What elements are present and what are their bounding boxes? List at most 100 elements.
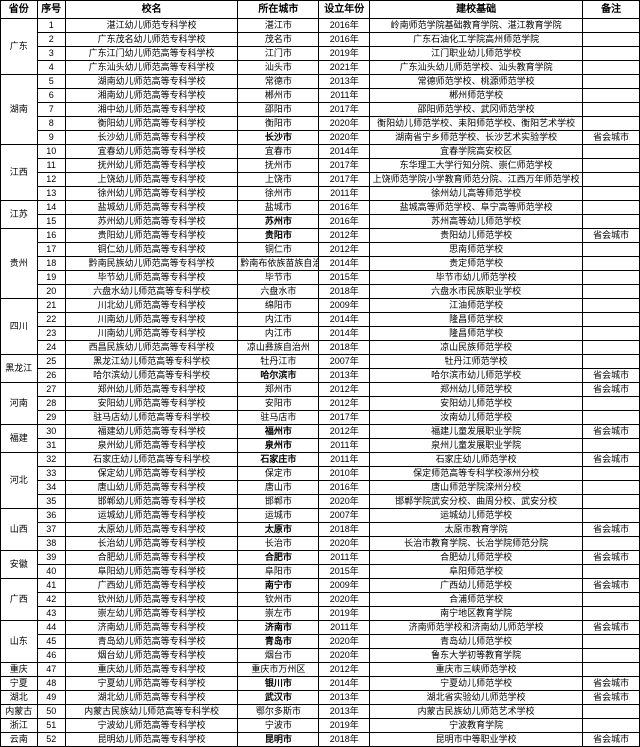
cell-province: 四川 [1, 299, 38, 355]
cell-name: 铜仁幼儿师范高等专科学校 [65, 243, 237, 257]
cell-basis: 运城幼儿师范学校 [370, 509, 583, 523]
cell-seq: 48 [37, 677, 65, 691]
cell-name: 宁夏幼儿师范高等专科学校 [65, 677, 237, 691]
cell-note [583, 495, 640, 509]
cell-basis: 宁夏幼儿师范学校 [370, 677, 583, 691]
cell-seq: 35 [37, 495, 65, 509]
cell-year: 2012年 [319, 229, 370, 243]
cell-name: 上饶幼儿师范高等专科学校 [65, 173, 237, 187]
cell-name: 合肥幼儿师范高等专科学校 [65, 551, 237, 565]
cell-basis: 哈尔滨市幼儿师范学校 [370, 369, 583, 383]
table-row: 7湘中幼儿师范高等专科学校邵阳市2017年邵阳师范学校、武冈师范学校 [1, 103, 640, 117]
cell-basis: 邯郸学院武安分校、曲周分校、武安分校 [370, 495, 583, 509]
cell-name: 崇左幼儿师范高等专科学校 [65, 607, 237, 621]
table-row: 广东1湛江幼儿师范专科学校湛江市2016年岭南师范学院基础教育学院、湛江教育学院 [1, 19, 640, 33]
cell-seq: 43 [37, 607, 65, 621]
cell-city: 郑州市 [238, 383, 319, 397]
cell-city: 长治市 [238, 537, 319, 551]
cell-basis: 青岛幼儿师范学校 [370, 635, 583, 649]
cell-name: 石家庄幼儿师范高等专科学校 [65, 453, 237, 467]
col-name: 校名 [65, 1, 237, 19]
cell-note: 省会城市 [583, 733, 640, 747]
cell-note: 省会城市 [583, 453, 640, 467]
cell-basis: 毕节市幼儿师范学校 [370, 271, 583, 285]
table-row: 29驻马店幼儿师范高等专科学校驻马店市2017年汝南幼儿师范学校 [1, 411, 640, 425]
cell-province: 黑龙江 [1, 355, 38, 383]
cell-name: 运城幼儿师范高等专科学校 [65, 509, 237, 523]
cell-year: 2020年 [319, 537, 370, 551]
cell-city: 衡阳市 [238, 117, 319, 131]
table-row: 福建30福建幼儿师范高等专科学校福州市2012年福建儿童发展职业学院省会城市 [1, 425, 640, 439]
cell-year: 2017年 [319, 159, 370, 173]
cell-year: 2012年 [319, 397, 370, 411]
cell-basis: 安阳幼儿师范学校 [370, 397, 583, 411]
cell-city: 太原市 [238, 523, 319, 537]
cell-note [583, 397, 640, 411]
cell-province: 贵州 [1, 229, 38, 299]
cell-name: 长治幼儿师范高等专科学校 [65, 537, 237, 551]
cell-note [583, 173, 640, 187]
cell-year: 2017年 [319, 411, 370, 425]
cell-year: 2012年 [319, 243, 370, 257]
cell-seq: 30 [37, 425, 65, 439]
cell-basis: 邵阳师范学校、武冈师范学校 [370, 103, 583, 117]
cell-note: 省会城市 [583, 229, 640, 243]
cell-city: 合肥市 [238, 551, 319, 565]
table-row: 15苏州幼儿师范高等专科学校苏州市2016年苏州高等幼儿师范学校 [1, 215, 640, 229]
cell-city: 毕节市 [238, 271, 319, 285]
cell-name: 阜阳幼儿师范高等专科学校 [65, 565, 237, 579]
cell-basis: 凉山民族师范学校 [370, 341, 583, 355]
cell-city: 郴州市 [238, 89, 319, 103]
cell-note [583, 411, 640, 425]
col-basis: 建校基础 [370, 1, 583, 19]
cell-name: 昆明幼儿师范高等专科学校 [65, 733, 237, 747]
cell-year: 2011年 [319, 551, 370, 565]
table-row: 四川21川北幼儿师范高等专科学校绵阳市2009年江油师范学校 [1, 299, 640, 313]
cell-basis: 宁波教育学院 [370, 719, 583, 733]
cell-year: 2011年 [319, 621, 370, 635]
table-row: 38长治幼儿师范高等专科学校长治市2020年长治市教育学院、长治学院师范分院 [1, 537, 640, 551]
cell-seq: 18 [37, 257, 65, 271]
cell-city: 福州市 [238, 425, 319, 439]
cell-name: 保定幼儿师范高等专科学校 [65, 467, 237, 481]
cell-seq: 3 [37, 47, 65, 61]
cell-seq: 5 [37, 75, 65, 89]
cell-name: 衡阳幼儿师范高等专科学校 [65, 117, 237, 131]
cell-name: 钦州幼儿师范高等专科学校 [65, 593, 237, 607]
cell-note [583, 663, 640, 677]
table-row: 湖北49湖北幼儿师范高等专科学校武汉市2013年湖北省实验幼儿师范学校省会城市 [1, 691, 640, 705]
cell-year: 2007年 [319, 355, 370, 369]
table-row: 43崇左幼儿师范高等专科学校崇左市2019年南宁地区教育学院 [1, 607, 640, 621]
cell-year: 2013年 [319, 75, 370, 89]
cell-seq: 29 [37, 411, 65, 425]
cell-city: 盐城市 [238, 201, 319, 215]
cell-year: 2014年 [319, 145, 370, 159]
cell-city: 内江市 [238, 327, 319, 341]
cell-province: 安徽 [1, 551, 38, 579]
cell-note: 省会城市 [583, 383, 640, 397]
cell-basis: 六盘水市民族职业学校 [370, 285, 583, 299]
cell-province: 广西 [1, 579, 38, 621]
cell-note [583, 271, 640, 285]
cell-name: 西昌民族幼儿师范高等专科学校 [65, 341, 237, 355]
cell-year: 2013年 [319, 705, 370, 719]
cell-year: 2019年 [319, 47, 370, 61]
cell-seq: 39 [37, 551, 65, 565]
cell-note [583, 103, 640, 117]
cell-year: 2014年 [319, 257, 370, 271]
cell-note [583, 327, 640, 341]
cell-name: 湖南幼儿师范高等专科学校 [65, 75, 237, 89]
cell-year: 2018年 [319, 285, 370, 299]
cell-year: 2011年 [319, 439, 370, 453]
cell-note [583, 145, 640, 159]
table-row: 45青岛幼儿师范高等专科学校青岛市2020年青岛幼儿师范学校 [1, 635, 640, 649]
cell-year: 2017年 [319, 173, 370, 187]
col-city: 所在城市 [238, 1, 319, 19]
cell-seq: 16 [37, 229, 65, 243]
cell-basis: 郑州幼儿师范学校 [370, 383, 583, 397]
table-row: 24西昌民族幼儿师范高等专科学校凉山彝族自治州2018年凉山民族师范学校 [1, 341, 640, 355]
cell-seq: 50 [37, 705, 65, 719]
cell-basis: 广西幼儿师范学校 [370, 579, 583, 593]
table-row: 18黔南民族幼儿师范高等专科学校黔南布依族苗族自治2014年贵定师范学校 [1, 257, 640, 271]
cell-basis: 隆昌师范学校 [370, 313, 583, 327]
